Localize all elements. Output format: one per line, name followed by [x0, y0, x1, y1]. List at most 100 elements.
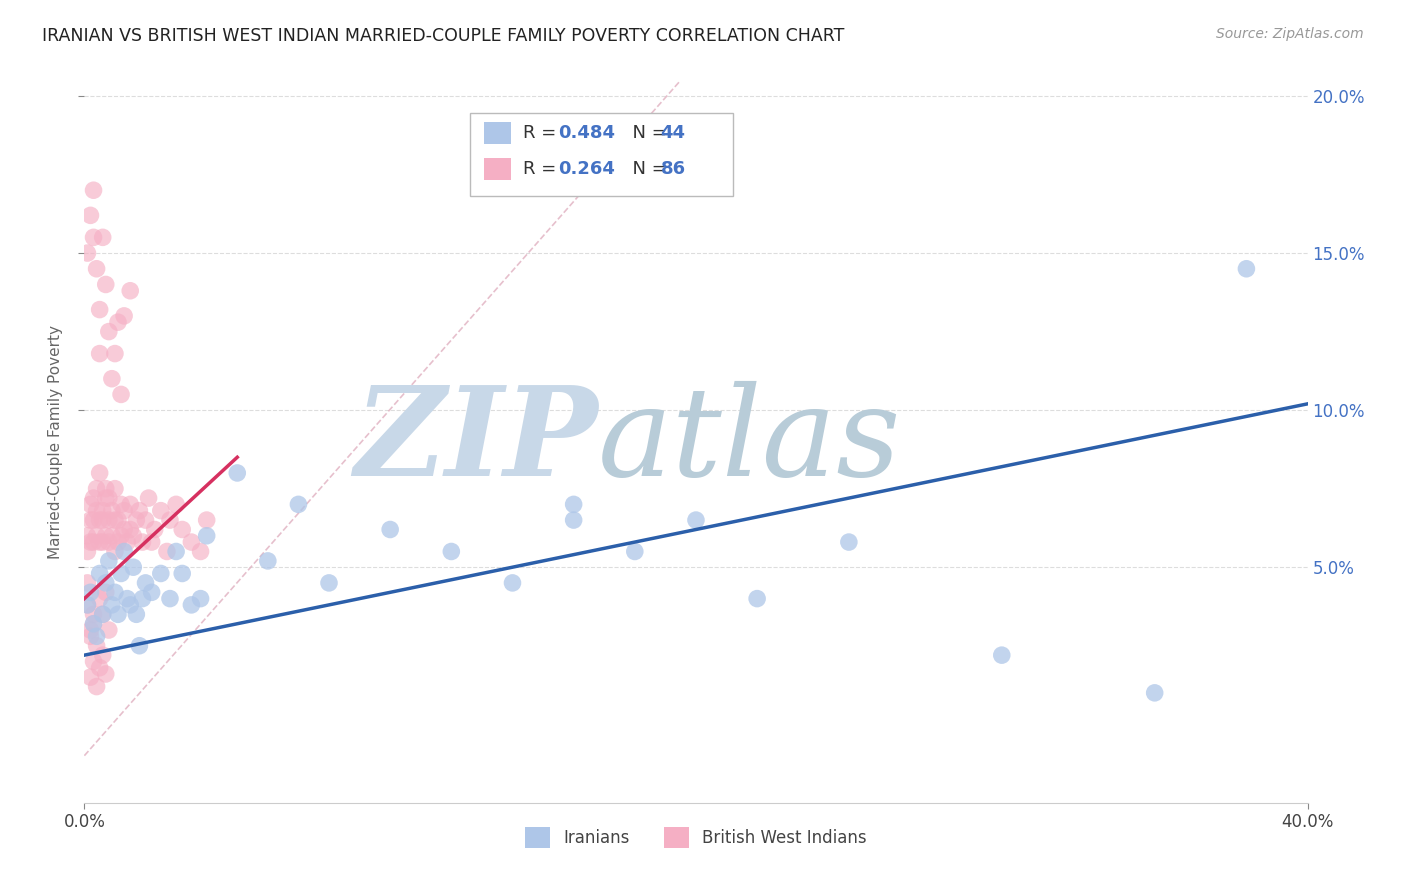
British West Indians — [97, 623, 120, 637]
British West Indians — [79, 629, 101, 643]
British West Indians — [120, 523, 142, 537]
British West Indians — [159, 513, 181, 527]
Text: 86: 86 — [661, 161, 686, 178]
British West Indians — [89, 466, 111, 480]
British West Indians — [89, 591, 111, 606]
British West Indians — [128, 503, 150, 517]
Text: 44: 44 — [661, 124, 686, 142]
British West Indians — [101, 503, 124, 517]
Iranians — [624, 544, 647, 558]
Iranians — [115, 591, 138, 606]
British West Indians — [83, 535, 105, 549]
Legend: Iranians, British West Indians: Iranians, British West Indians — [517, 819, 875, 856]
Text: R =: R = — [523, 161, 562, 178]
British West Indians — [138, 491, 160, 505]
British West Indians — [79, 513, 101, 527]
British West Indians — [110, 529, 132, 543]
British West Indians — [110, 387, 132, 401]
Iranians — [76, 598, 98, 612]
Iranians — [128, 639, 150, 653]
British West Indians — [94, 491, 117, 505]
Iranians — [86, 629, 108, 643]
British West Indians — [94, 482, 117, 496]
Iranians — [287, 497, 309, 511]
Iranians — [79, 585, 101, 599]
British West Indians — [143, 523, 166, 537]
British West Indians — [104, 346, 127, 360]
British West Indians — [89, 513, 111, 527]
British West Indians — [131, 535, 153, 549]
Text: N =: N = — [621, 161, 673, 178]
British West Indians — [180, 535, 202, 549]
British West Indians — [115, 535, 138, 549]
British West Indians — [91, 230, 114, 244]
Iranians — [257, 554, 280, 568]
British West Indians — [97, 325, 120, 339]
Text: Source: ZipAtlas.com: Source: ZipAtlas.com — [1216, 27, 1364, 41]
Text: IRANIAN VS BRITISH WEST INDIAN MARRIED-COUPLE FAMILY POVERTY CORRELATION CHART: IRANIAN VS BRITISH WEST INDIAN MARRIED-C… — [42, 27, 845, 45]
British West Indians — [156, 544, 179, 558]
Text: ZIP: ZIP — [354, 381, 598, 502]
Text: atlas: atlas — [598, 381, 901, 502]
British West Indians — [94, 529, 117, 543]
Text: N =: N = — [621, 124, 673, 142]
British West Indians — [94, 585, 117, 599]
Iranians — [122, 560, 145, 574]
Iranians — [104, 585, 127, 599]
British West Indians — [89, 346, 111, 360]
Iranians — [107, 607, 129, 622]
Iranians — [685, 513, 707, 527]
British West Indians — [190, 544, 212, 558]
Iranians — [89, 566, 111, 581]
British West Indians — [79, 623, 101, 637]
Iranians — [159, 591, 181, 606]
Iranians — [120, 598, 142, 612]
Iranians — [440, 544, 463, 558]
British West Indians — [86, 680, 108, 694]
Iranians — [172, 566, 194, 581]
Iranians — [1236, 261, 1258, 276]
British West Indians — [86, 529, 108, 543]
British West Indians — [83, 655, 105, 669]
Iranians — [101, 598, 124, 612]
British West Indians — [107, 535, 129, 549]
FancyBboxPatch shape — [470, 112, 733, 196]
Iranians — [112, 544, 135, 558]
British West Indians — [91, 607, 114, 622]
Iranians — [97, 554, 120, 568]
British West Indians — [112, 309, 135, 323]
British West Indians — [83, 616, 105, 631]
Iranians — [1143, 686, 1166, 700]
British West Indians — [149, 503, 172, 517]
Iranians — [110, 566, 132, 581]
British West Indians — [89, 535, 111, 549]
Iranians — [991, 648, 1014, 662]
British West Indians — [83, 183, 105, 197]
British West Indians — [86, 482, 108, 496]
Iranians — [94, 575, 117, 590]
Iranians — [149, 566, 172, 581]
British West Indians — [94, 277, 117, 292]
British West Indians — [83, 491, 105, 505]
Text: 0.484: 0.484 — [558, 124, 614, 142]
Iranians — [502, 575, 524, 590]
British West Indians — [83, 607, 105, 622]
Iranians — [380, 523, 402, 537]
Iranians — [195, 529, 218, 543]
British West Indians — [86, 503, 108, 517]
British West Indians — [76, 598, 98, 612]
British West Indians — [94, 667, 117, 681]
British West Indians — [83, 513, 105, 527]
British West Indians — [79, 670, 101, 684]
British West Indians — [125, 513, 148, 527]
British West Indians — [101, 529, 124, 543]
FancyBboxPatch shape — [484, 122, 512, 144]
British West Indians — [110, 497, 132, 511]
British West Indians — [91, 513, 114, 527]
Y-axis label: Married-Couple Family Poverty: Married-Couple Family Poverty — [48, 325, 63, 558]
British West Indians — [104, 513, 127, 527]
British West Indians — [104, 482, 127, 496]
Iranians — [91, 607, 114, 622]
British West Indians — [172, 523, 194, 537]
Iranians — [83, 616, 105, 631]
